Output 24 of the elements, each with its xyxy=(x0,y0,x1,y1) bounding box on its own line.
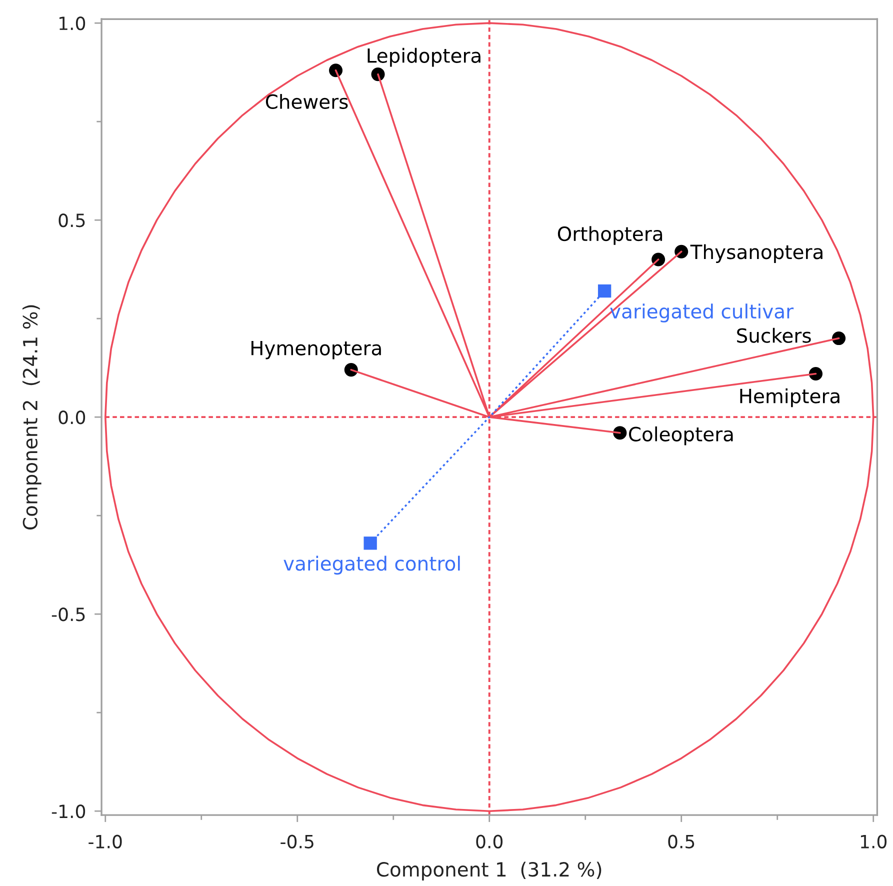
annotation: Orthoptera xyxy=(558,226,662,245)
annotation: Lepidoptera xyxy=(368,48,480,67)
y-tick-label: 0.5 xyxy=(58,214,85,228)
annotation: Hemiptera xyxy=(740,388,840,408)
annotation: Hymenoptera xyxy=(251,340,381,360)
x-axis-title: Component 1 (31.2 %) xyxy=(376,862,602,880)
annotation: Chewers xyxy=(266,94,348,109)
y-tick-label: 1.0 xyxy=(60,16,86,30)
x-tick-label: 1.0 xyxy=(860,834,887,848)
y-axis-title: Component 2 (24.1 %) xyxy=(22,305,42,530)
x-tick-label: -1.0 xyxy=(88,834,122,848)
y-tick-label: 0.0 xyxy=(58,410,86,424)
point xyxy=(598,284,612,298)
y-tick-label: -0.5 xyxy=(52,608,85,622)
annotation: variegated cultivar xyxy=(610,304,794,322)
annotation: Coleoptera xyxy=(629,426,733,446)
x-tick-label: -0.5 xyxy=(280,834,314,848)
annotation: Suckers xyxy=(737,328,811,343)
annotation: variegated control xyxy=(284,556,460,575)
point xyxy=(364,536,377,550)
y-tick-label: -1.0 xyxy=(52,804,86,818)
x-tick-label: 0.0 xyxy=(476,834,503,848)
annotation: Thysanoptera xyxy=(690,244,822,264)
x-tick-label: 0.5 xyxy=(668,834,694,848)
